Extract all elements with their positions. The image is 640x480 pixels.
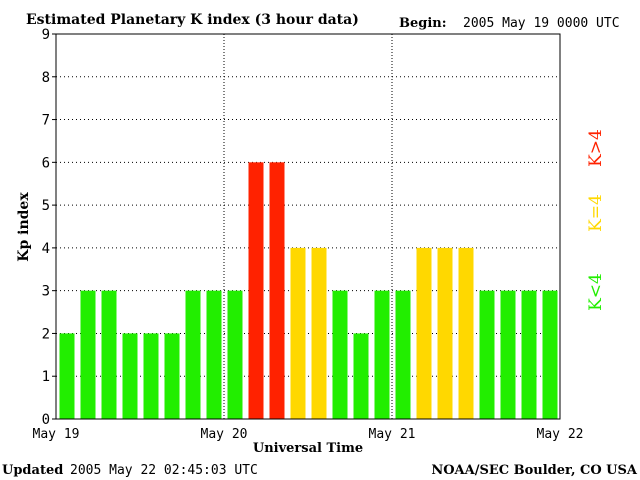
x-tick-label-1: May 20 (201, 427, 248, 442)
legend-item-mid: K=4 (586, 194, 606, 232)
bar-13 (332, 290, 348, 419)
updated-value: 2005 May 22 02:45:03 UTC (70, 463, 258, 478)
legend-item-low: K<4 (586, 273, 606, 311)
bar-3 (122, 333, 138, 419)
bar-21 (500, 290, 516, 419)
y-tick-label-5: 5 (42, 198, 50, 214)
bar-23 (542, 290, 558, 419)
legend-item-high: K>4 (586, 129, 606, 167)
bar-19 (458, 247, 474, 419)
legend: K<4 K=4 K>4 (586, 129, 606, 311)
bar-4 (143, 333, 159, 419)
bar-10 (269, 162, 285, 420)
bar-7 (206, 290, 222, 419)
y-tick-label-8: 8 (42, 70, 50, 86)
y-tick-label-7: 7 (42, 113, 50, 129)
plot-area: 0 1 2 3 4 5 6 7 8 9 May 19 May 20 May 21 May 22 (33, 27, 584, 442)
plot-frame (55, 33, 561, 420)
x-tick-label-2: May 21 (369, 427, 416, 442)
bar-17 (416, 247, 432, 419)
y-tick-label-6: 6 (42, 155, 50, 171)
begin-label: Begin: (399, 16, 447, 31)
y-axis-label: Kp index (16, 192, 32, 262)
bar-9 (248, 162, 264, 420)
bar-0 (59, 333, 75, 419)
bar-18 (437, 247, 453, 419)
x-tick-label-3: May 22 (537, 427, 584, 442)
bar-1 (80, 290, 96, 419)
bar-2 (101, 290, 117, 419)
y-tick-label-0: 0 (42, 412, 50, 428)
x-axis-label: Universal Time (253, 441, 363, 456)
y-tick-label-3: 3 (42, 284, 50, 300)
bar-16 (395, 290, 411, 419)
bar-6 (185, 290, 201, 419)
bar-15 (374, 290, 390, 419)
bar-20 (479, 290, 495, 419)
bar-12 (311, 247, 327, 419)
x-tick-label-0: May 19 (33, 427, 80, 442)
begin-value: 2005 May 19 0000 UTC (463, 16, 620, 31)
chart-title: Estimated Planetary K index (3 hour data… (26, 12, 359, 28)
y-tick-label-4: 4 (42, 241, 50, 257)
updated-label: Updated (2, 463, 63, 478)
bar-14 (353, 333, 369, 419)
y-tick-label-9: 9 (42, 27, 50, 43)
y-tick-label-1: 1 (42, 369, 50, 385)
bar-22 (521, 290, 537, 419)
bar-5 (164, 333, 180, 419)
credit-text: NOAA/SEC Boulder, CO USA (431, 463, 638, 478)
bar-8 (227, 290, 243, 419)
bar-11 (290, 247, 306, 419)
y-tick-label-2: 2 (42, 326, 50, 342)
